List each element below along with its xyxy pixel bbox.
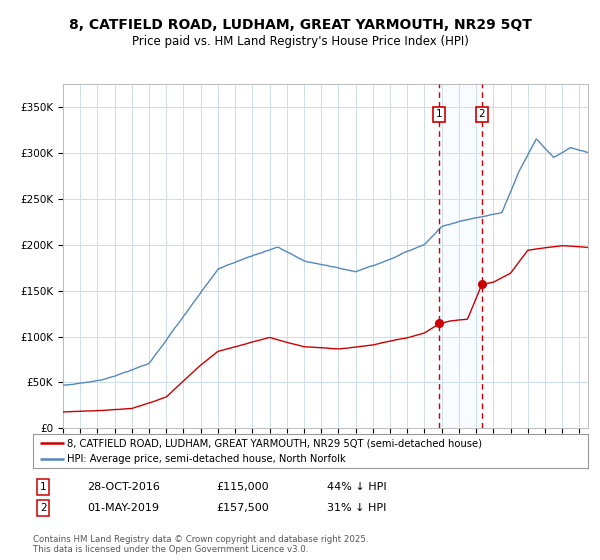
Text: HPI: Average price, semi-detached house, North Norfolk: HPI: Average price, semi-detached house,… bbox=[67, 454, 346, 464]
Text: 8, CATFIELD ROAD, LUDHAM, GREAT YARMOUTH, NR29 5QT (semi-detached house): 8, CATFIELD ROAD, LUDHAM, GREAT YARMOUTH… bbox=[67, 438, 482, 448]
Text: Contains HM Land Registry data © Crown copyright and database right 2025.
This d: Contains HM Land Registry data © Crown c… bbox=[33, 535, 368, 554]
Text: 2: 2 bbox=[478, 109, 485, 119]
Text: 8, CATFIELD ROAD, LUDHAM, GREAT YARMOUTH, NR29 5QT: 8, CATFIELD ROAD, LUDHAM, GREAT YARMOUTH… bbox=[68, 18, 532, 32]
Text: 28-OCT-2016: 28-OCT-2016 bbox=[87, 482, 160, 492]
Text: 01-MAY-2019: 01-MAY-2019 bbox=[87, 503, 159, 513]
Text: £115,000: £115,000 bbox=[216, 482, 269, 492]
Text: 1: 1 bbox=[40, 482, 47, 492]
Text: 31% ↓ HPI: 31% ↓ HPI bbox=[327, 503, 386, 513]
Bar bbox=[439, 84, 482, 428]
Text: 2: 2 bbox=[40, 503, 47, 513]
Text: Price paid vs. HM Land Registry's House Price Index (HPI): Price paid vs. HM Land Registry's House … bbox=[131, 35, 469, 49]
Text: 1: 1 bbox=[436, 109, 442, 119]
Text: £157,500: £157,500 bbox=[216, 503, 269, 513]
Text: 44% ↓ HPI: 44% ↓ HPI bbox=[327, 482, 386, 492]
